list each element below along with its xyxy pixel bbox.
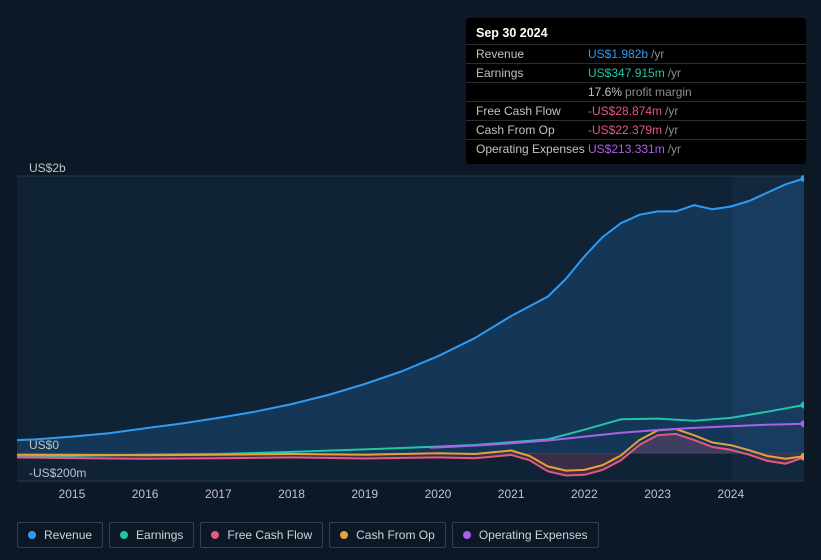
legend-item-cfo[interactable]: Cash From Op xyxy=(329,522,446,548)
tooltip-row-label: Operating Expenses xyxy=(476,142,588,156)
legend-dot xyxy=(211,531,219,539)
x-axis-label: 2019 xyxy=(351,481,378,501)
summary-tooltip: Sep 30 2024 RevenueUS$1.982b/yrEarningsU… xyxy=(466,18,806,164)
tooltip-row-unit: /yr xyxy=(668,66,681,80)
legend-label: Revenue xyxy=(44,528,92,542)
tooltip-row: EarningsUS$347.915m/yr xyxy=(466,63,806,82)
y-axis-label: US$0 xyxy=(23,438,29,452)
legend-item-revenue[interactable]: Revenue xyxy=(17,522,103,548)
tooltip-row-value: US$213.331m xyxy=(588,142,665,156)
tooltip-row-label: Free Cash Flow xyxy=(476,104,588,118)
x-axis-label: 2017 xyxy=(205,481,232,501)
x-axis-label: 2018 xyxy=(278,481,305,501)
legend-item-earnings[interactable]: Earnings xyxy=(109,522,194,548)
tooltip-row-label: Earnings xyxy=(476,66,588,80)
x-axis-label: 2021 xyxy=(498,481,525,501)
tooltip-row-unit: /yr xyxy=(668,142,681,156)
legend-item-fcf[interactable]: Free Cash Flow xyxy=(200,522,323,548)
tooltip-row: RevenueUS$1.982b/yr xyxy=(466,44,806,63)
legend-dot xyxy=(28,531,36,539)
legend-label: Free Cash Flow xyxy=(227,528,312,542)
tooltip-row: Cash From Op-US$22.379m/yr xyxy=(466,120,806,139)
tooltip-row-label: Revenue xyxy=(476,47,588,61)
tooltip-row-value: -US$22.379m xyxy=(588,123,662,137)
y-axis-label: US$2b xyxy=(23,161,29,175)
chart-area: US$2b US$0 -US$200m 2015 2016 2017 2018 2019 202… xyxy=(17,160,804,500)
tooltip-row-value: 17.6% xyxy=(588,85,622,99)
legend: Revenue Earnings Free Cash Flow Cash From O… xyxy=(17,522,599,548)
chart-plot[interactable] xyxy=(17,160,804,511)
legend-dot xyxy=(463,531,471,539)
tooltip-row: Operating ExpensesUS$213.331m/yr xyxy=(466,139,806,158)
tooltip-row-unit: /yr xyxy=(665,123,678,137)
tooltip-row-value: US$347.915m xyxy=(588,66,665,80)
tooltip-rows: RevenueUS$1.982b/yrEarningsUS$347.915m/y… xyxy=(466,44,806,158)
x-axis-label: 2020 xyxy=(425,481,452,501)
tooltip-row: Free Cash Flow-US$28.874m/yr xyxy=(466,101,806,120)
tooltip-row-value: -US$28.874m xyxy=(588,104,662,118)
legend-dot xyxy=(120,531,128,539)
tooltip-row: 17.6%profit margin xyxy=(466,82,806,101)
tooltip-date: Sep 30 2024 xyxy=(466,24,806,44)
legend-item-opex[interactable]: Operating Expenses xyxy=(452,522,599,548)
tooltip-row-label xyxy=(476,85,588,99)
x-axis-label: 2015 xyxy=(59,481,86,501)
x-axis-label: 2023 xyxy=(644,481,671,501)
x-axis-label: 2016 xyxy=(132,481,159,501)
legend-label: Earnings xyxy=(136,528,183,542)
x-axis-label: 2022 xyxy=(571,481,598,501)
tooltip-row-sub: profit margin xyxy=(625,85,692,99)
tooltip-row-label: Cash From Op xyxy=(476,123,588,137)
legend-label: Cash From Op xyxy=(356,528,435,542)
tooltip-row-unit: /yr xyxy=(651,47,664,61)
tooltip-row-unit: /yr xyxy=(665,104,678,118)
tooltip-row-value: US$1.982b xyxy=(588,47,648,61)
y-axis-label: -US$200m xyxy=(23,466,29,480)
legend-dot xyxy=(340,531,348,539)
legend-label: Operating Expenses xyxy=(479,528,588,542)
x-axis-label: 2024 xyxy=(717,481,744,501)
